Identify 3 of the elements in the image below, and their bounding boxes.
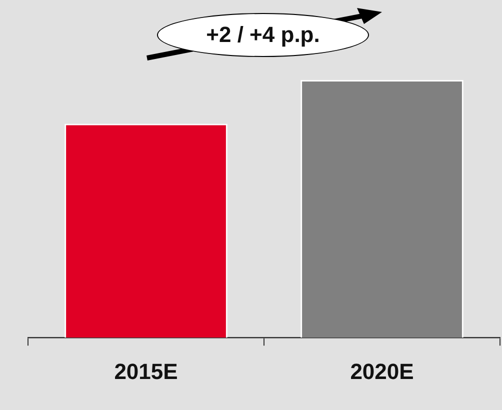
text: +2 / +4 p.p.	[157, 13, 369, 57]
x-tick-label: 2015E	[114, 358, 178, 384]
x-tick-label: 2020E	[350, 358, 414, 384]
